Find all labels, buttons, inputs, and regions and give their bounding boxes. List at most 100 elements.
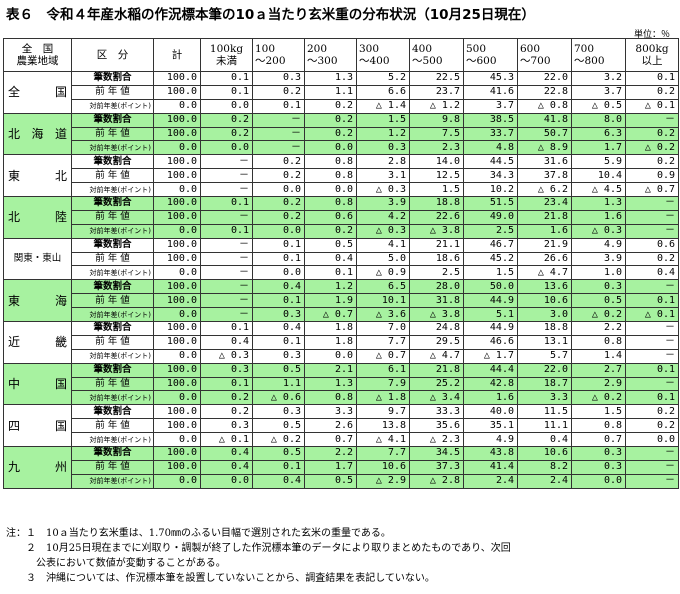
cell-value: 0.0	[153, 348, 201, 364]
cell-value: △ 0.3	[571, 223, 626, 239]
cell-value: △ 8.9	[517, 140, 572, 156]
cell-value: －	[625, 112, 679, 128]
cell-value: 0.4	[200, 334, 253, 350]
cell-value: 0.2	[625, 404, 679, 420]
region-name: 九 州	[3, 446, 72, 489]
cell-value: 10.4	[571, 168, 626, 184]
cell-value: △ 3.8	[409, 307, 464, 323]
cell-value: 2.8	[356, 154, 410, 170]
cell-value: 0.0	[571, 473, 626, 489]
distribution-table: 全 国 農業地域 区 分 計 100kg 未満 100 ～200 200 ～30…	[3, 38, 679, 489]
cell-value: △ 0.2	[625, 140, 679, 156]
cell-value: 2.2	[304, 446, 357, 461]
cell-value: 5.0	[356, 251, 410, 267]
cell-value: 0.4	[625, 265, 679, 281]
cell-value: 11.1	[517, 418, 572, 434]
cell-value: 3.3	[304, 404, 357, 420]
cell-value: 0.4	[252, 321, 305, 336]
cell-value: 0.0	[200, 140, 253, 156]
cell-value: 43.8	[463, 446, 518, 461]
cell-value: 0.8	[571, 418, 626, 434]
cell-value: 22.6	[409, 209, 464, 225]
cell-value: －	[200, 279, 253, 295]
cell-value: 4.8	[463, 140, 518, 156]
cell-value: 33.3	[409, 404, 464, 420]
cell-value: 0.0	[153, 265, 201, 281]
cell-value: 0.1	[252, 251, 305, 267]
cell-value: －	[625, 223, 679, 239]
table-row: 対前年差(ポイント) 0.0 － 0.3 △ 0.7 △ 3.6 △ 3.8 5.1 3.0 △ …	[4, 307, 679, 323]
cell-value: △ 0.7	[304, 307, 357, 323]
cell-value: △ 1.7	[463, 348, 518, 364]
cell-value: 28.0	[409, 279, 464, 295]
cell-value: －	[625, 196, 679, 211]
cell-value: 41.4	[463, 459, 518, 475]
cell-value: 7.7	[356, 334, 410, 350]
table-row: 九 州筆数割合 100.0 0.4 0.5 2.2 7.7 34.5 43.8 10.6 0.3 －	[3, 446, 679, 489]
cell-value: △ 0.2	[252, 432, 305, 448]
cell-value: 3.1	[356, 168, 410, 184]
cell-value: 0.2	[252, 154, 305, 170]
cell-value: 13.1	[517, 334, 572, 350]
cell-value: 1.8	[304, 334, 357, 350]
cell-value: 2.9	[571, 376, 626, 392]
cell-value: 0.0	[153, 390, 201, 406]
cell-value: 0.1	[200, 321, 253, 336]
cell-value: △ 0.3	[356, 223, 410, 239]
table-row: 前 年 値 100.0 － 0.1 0.4 5.0 18.6 45.2 26.6 3.9 0.2	[4, 251, 679, 267]
cell-value: 0.0	[304, 182, 357, 198]
cell-value: 0.2	[625, 251, 679, 267]
row-label: 対前年差(ポイント)	[71, 307, 154, 323]
cell-value: △ 1.8	[356, 390, 410, 406]
region-name: 近 畿	[3, 321, 72, 364]
cell-value: 22.8	[517, 84, 572, 100]
row-label: 筆数割合	[71, 362, 154, 378]
cell-value: 2.4	[463, 473, 518, 489]
cell-value: 100.0	[153, 154, 201, 170]
table-row: 対前年差(ポイント) 0.0 0.0 0.4 0.5 △ 2.9 △ 2.8 2.4 2.4 0.…	[4, 473, 679, 489]
cell-value: 1.7	[571, 140, 626, 156]
cell-value: 1.6	[517, 223, 572, 239]
cell-value: 1.2	[304, 279, 357, 295]
cell-value: 0.0	[153, 98, 201, 114]
cell-value: 3.2	[571, 71, 626, 86]
row-label: 前 年 値	[71, 126, 154, 142]
cell-value: －	[625, 209, 679, 225]
cell-value: 6.3	[571, 126, 626, 142]
cell-value: 0.7	[571, 432, 626, 448]
cell-value: 25.2	[409, 376, 464, 392]
cell-value: 1.6	[463, 390, 518, 406]
cell-value: 45.2	[463, 251, 518, 267]
cell-value: 0.4	[252, 473, 305, 489]
region-name: 東 海	[3, 279, 72, 323]
cell-value: －	[625, 376, 679, 392]
cell-value: －	[200, 237, 253, 253]
cell-value: 7.0	[356, 321, 410, 336]
cell-value: 7.5	[409, 126, 464, 142]
cell-value: 0.1	[200, 223, 253, 239]
cell-value: 0.1	[200, 196, 253, 211]
cell-value: 2.5	[409, 265, 464, 281]
cell-value: 13.6	[517, 279, 572, 295]
cell-value: 0.4	[304, 251, 357, 267]
row-label: 対前年差(ポイント)	[71, 140, 154, 156]
cell-value: 0.0	[304, 348, 357, 364]
row-label: 筆数割合	[71, 279, 154, 295]
cell-value: 34.5	[409, 446, 464, 461]
row-label: 対前年差(ポイント)	[71, 265, 154, 281]
cell-value: 21.8	[517, 209, 572, 225]
cell-value: 0.6	[304, 209, 357, 225]
cell-value: 0.4	[517, 432, 572, 448]
cell-value: 18.6	[409, 251, 464, 267]
cell-value: 5.7	[517, 348, 572, 364]
cell-value: 0.0	[153, 307, 201, 323]
cell-value: △ 6.2	[517, 182, 572, 198]
cell-value: 3.7	[463, 98, 518, 114]
cell-value: 3.9	[571, 251, 626, 267]
cell-value: 8.2	[517, 459, 572, 475]
row-label: 筆数割合	[71, 321, 154, 336]
cell-value: 2.3	[409, 140, 464, 156]
cell-value: △ 0.3	[356, 182, 410, 198]
cell-value: 31.6	[517, 154, 572, 170]
cell-value: 100.0	[153, 237, 201, 253]
